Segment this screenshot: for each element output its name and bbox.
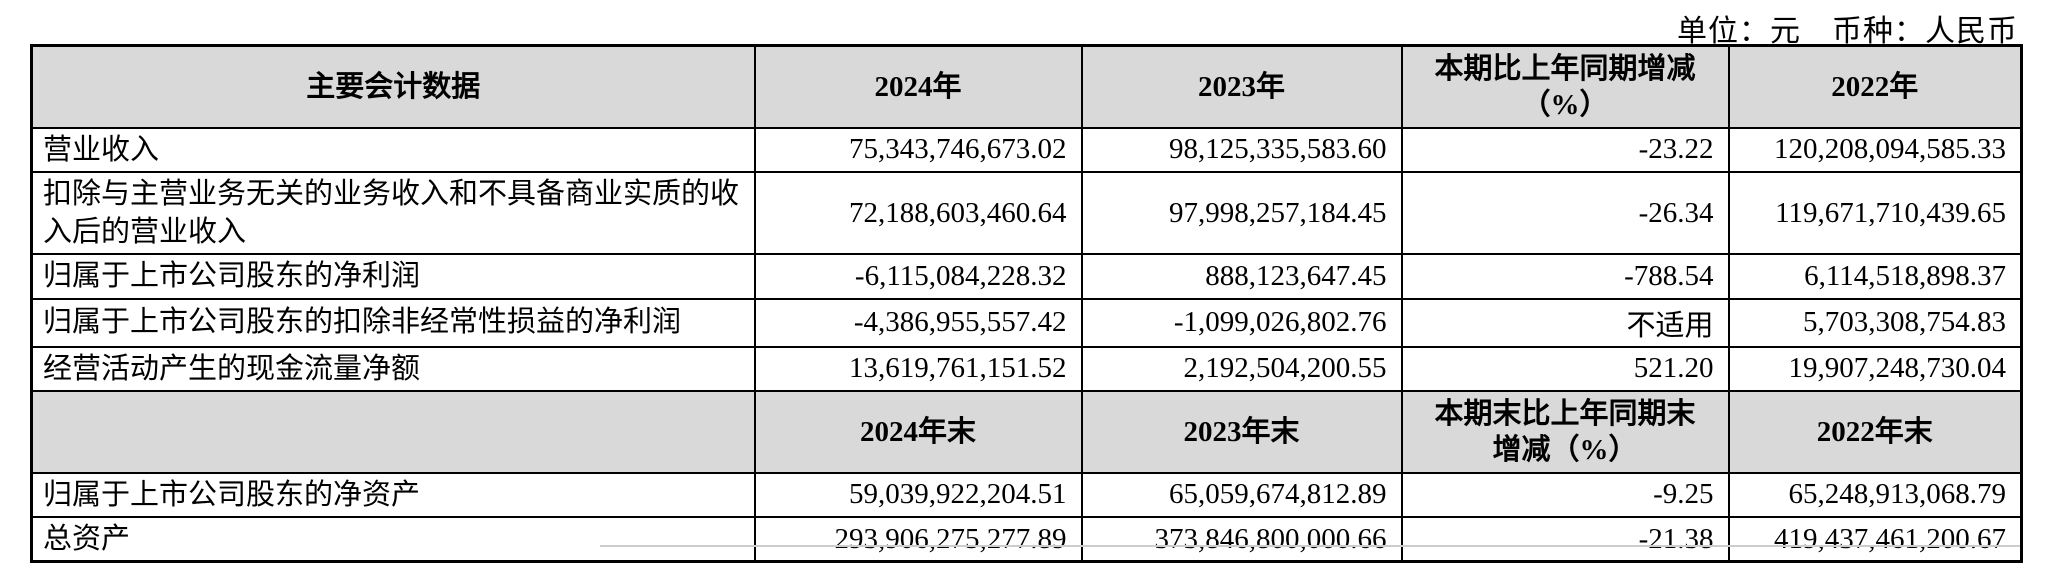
header-cell-2023-end: 2023年末 [1080, 389, 1403, 474]
value-change: -788.54 [1400, 253, 1730, 300]
value-change: -23.22 [1400, 126, 1730, 173]
row-label: 扣除与主营业务无关的业务收入和不具备商业实质的收入后的营业收入 [30, 170, 756, 256]
value-change: -9.25 [1400, 471, 1730, 519]
value-2024: 293,906,275,277.89 [753, 516, 1083, 563]
table-row-revenue: 营业收入 75,343,746,673.02 98,125,335,583.60… [30, 126, 2023, 173]
table-row-net-profit: 归属于上市公司股东的净利润 -6,115,084,228.32 888,123,… [30, 253, 2023, 300]
value-2024: 72,188,603,460.64 [753, 170, 1083, 256]
value-2022: 119,671,710,439.65 [1727, 170, 2023, 256]
key-accounting-data-table: 主要会计数据 2024年 2023年 本期比上年同期增减 （%） 2022年 营… [30, 44, 2023, 564]
value-change: 521.20 [1400, 345, 1730, 392]
value-2022: 19,907,248,730.04 [1727, 345, 2023, 392]
value-2024: -4,386,955,557.42 [753, 297, 1083, 348]
period-end-header-row: 2024年末 2023年末 本期末比上年同期末 增减（%） 2022年末 [30, 389, 2023, 474]
table-row-total-assets: 总资产 293,906,275,277.89 373,846,800,000.6… [30, 516, 2023, 563]
value-2023: 98,125,335,583.60 [1080, 126, 1403, 173]
value-change: 不适用 [1400, 297, 1730, 348]
value-2023: -1,099,026,802.76 [1080, 297, 1403, 348]
value-change: -26.34 [1400, 170, 1730, 256]
period-end-change-line2: 增减（%） [1492, 433, 1638, 466]
header-cell-yoy-change: 本期比上年同期增减 （%） [1400, 44, 1730, 129]
value-2022: 65,248,913,068.79 [1727, 471, 2023, 519]
value-2022: 5,703,308,754.83 [1727, 297, 2023, 348]
table-row-net-assets: 归属于上市公司股东的净资产 59,039,922,204.51 65,059,6… [30, 471, 2023, 519]
value-2022: 6,114,518,898.37 [1727, 253, 2023, 300]
value-change: -21.38 [1400, 516, 1730, 563]
row-label: 归属于上市公司股东的净资产 [30, 471, 756, 519]
row-label: 总资产 [30, 516, 756, 563]
value-2022: 120,208,094,585.33 [1727, 126, 2023, 173]
annual-header-row: 主要会计数据 2024年 2023年 本期比上年同期增减 （%） 2022年 [30, 44, 2023, 129]
table-row-adjusted-revenue: 扣除与主营业务无关的业务收入和不具备商业实质的收入后的营业收入 72,188,6… [30, 170, 2023, 256]
yoy-change-line1: 本期比上年同期增减 [1434, 52, 1696, 85]
header-cell-2024: 2024年 [753, 44, 1083, 129]
value-2024: 59,039,922,204.51 [753, 471, 1083, 519]
header-cell-2022-end: 2022年末 [1727, 389, 2023, 474]
yoy-change-line2: （%） [1521, 88, 1609, 121]
value-2023: 888,123,647.45 [1080, 253, 1403, 300]
value-2023: 65,059,674,812.89 [1080, 471, 1403, 519]
row-label: 归属于上市公司股东的净利润 [30, 253, 756, 300]
table-row-net-profit-excl-nonrecurring: 归属于上市公司股东的扣除非经常性损益的净利润 -4,386,955,557.42… [30, 297, 2023, 348]
row-label: 营业收入 [30, 126, 756, 173]
header-cell-indicator: 主要会计数据 [30, 44, 756, 129]
row-label: 归属于上市公司股东的扣除非经常性损益的净利润 [30, 297, 756, 348]
period-end-change-line1: 本期末比上年同期末 [1434, 397, 1696, 430]
value-2023: 373,846,800,000.66 [1080, 516, 1403, 563]
value-2024: 75,343,746,673.02 [753, 126, 1083, 173]
header-cell-period-end-change: 本期末比上年同期末 增减（%） [1400, 389, 1730, 474]
value-2023: 97,998,257,184.45 [1080, 170, 1403, 256]
value-2024: -6,115,084,228.32 [753, 253, 1083, 300]
header-cell-2023: 2023年 [1080, 44, 1403, 129]
header-cell-empty [30, 389, 756, 474]
value-2022: 419,437,461,200.67 [1727, 516, 2023, 563]
unit-currency-note: 单位：元 币种：人民币 [1677, 15, 2018, 48]
header-cell-2024-end: 2024年末 [753, 389, 1083, 474]
header-cell-2022: 2022年 [1727, 44, 2023, 129]
row-label: 经营活动产生的现金流量净额 [30, 345, 756, 392]
table-row-operating-cash-flow: 经营活动产生的现金流量净额 13,619,761,151.52 2,192,50… [30, 345, 2023, 392]
value-2023: 2,192,504,200.55 [1080, 345, 1403, 392]
value-2024: 13,619,761,151.52 [753, 345, 1083, 392]
next-table-cutoff-fragment [600, 545, 2020, 547]
